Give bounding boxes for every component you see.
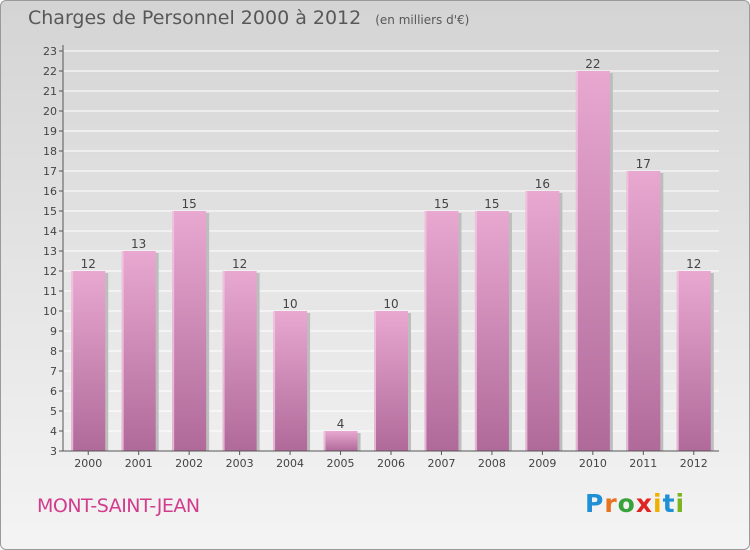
- bar-value-label: 10: [383, 297, 398, 311]
- x-tick-label: 2006: [377, 457, 405, 470]
- bar-value-label: 4: [337, 417, 345, 431]
- y-tick-label: 3: [50, 445, 57, 458]
- chart-unit: (en milliers d'€): [375, 13, 470, 27]
- logo-letter: r: [604, 489, 618, 518]
- bar-highlight: [676, 271, 679, 451]
- bar-highlight: [172, 211, 175, 451]
- y-tick-label: 17: [43, 165, 57, 178]
- bar-value-label: 13: [131, 237, 146, 251]
- y-tick-label: 10: [43, 305, 57, 318]
- logo-letter: x: [635, 489, 653, 518]
- logo-letter: i: [653, 489, 663, 518]
- y-tick-label: 4: [50, 425, 57, 438]
- chart-title-text: Charges de Personnel 2000 à 2012: [28, 7, 362, 29]
- bar-value-label: 10: [282, 297, 297, 311]
- y-tick-label: 20: [43, 105, 57, 118]
- bar-highlight: [474, 211, 477, 451]
- bars-group: 12 13 15 12 10 4 10 15 15 16 22 17 12: [71, 57, 714, 451]
- x-tick-label: 2012: [680, 457, 708, 470]
- x-tick-label: 2003: [226, 457, 254, 470]
- y-tick-label: 8: [50, 345, 57, 358]
- y-tick-label: 14: [43, 225, 57, 238]
- y-tick-label: 6: [50, 385, 57, 398]
- x-tick-label: 2001: [125, 457, 153, 470]
- bar-highlight: [424, 211, 427, 451]
- logo-letter: i: [675, 489, 686, 518]
- logo-letter: t: [662, 489, 676, 518]
- logo-letter: o: [617, 489, 636, 518]
- bar-value-label: 12: [686, 257, 701, 271]
- x-tick-label: 2010: [579, 457, 607, 470]
- bar-highlight: [374, 311, 376, 451]
- x-tick-label: 2005: [327, 457, 355, 470]
- bar-2007: [424, 211, 459, 451]
- x-tick-label: 2011: [629, 457, 657, 470]
- proxiti-logo[interactable]: Proxiti: [585, 489, 685, 518]
- x-tick-label: 2007: [427, 457, 455, 470]
- x-tick-label: 2009: [528, 457, 556, 470]
- bar-2001: [121, 251, 156, 451]
- bar-2006: [374, 311, 408, 451]
- y-tick-label: 15: [43, 205, 57, 218]
- bar-value-label: 22: [585, 57, 600, 71]
- y-tick-label: 11: [43, 285, 57, 298]
- y-tick-label: 18: [43, 145, 57, 158]
- commune-name: MONT-SAINT-JEAN: [37, 495, 200, 517]
- bar-2012: [676, 271, 711, 451]
- y-tick-label: 19: [43, 125, 57, 138]
- bar-2004: [273, 311, 308, 451]
- bar-value-label: 16: [535, 177, 550, 191]
- bar-value-label: 17: [636, 157, 651, 171]
- bar-2008: [474, 211, 509, 451]
- bar-highlight: [121, 251, 124, 451]
- bar-2010: [575, 71, 610, 451]
- y-tick-label: 21: [43, 85, 57, 98]
- bar-highlight: [273, 311, 276, 451]
- bar-2005: [323, 431, 358, 451]
- y-tick-label: 12: [43, 265, 57, 278]
- bar-value-label: 15: [484, 197, 499, 211]
- logo-letter: P: [585, 489, 605, 518]
- bar-highlight: [222, 271, 225, 451]
- y-tick-label: 13: [43, 245, 57, 258]
- bar-highlight: [525, 191, 528, 451]
- y-tick-label: 16: [43, 185, 57, 198]
- y-tick-label: 9: [50, 325, 57, 338]
- y-tick-label: 23: [43, 45, 57, 58]
- bar-highlight: [323, 431, 326, 451]
- axes-group: 3 4 5 6 7 8 9 10 11 12 13 14 15 16 17 18 19 20 21 22 23 2000 2…: [43, 45, 719, 470]
- bar-value-label: 12: [232, 257, 247, 271]
- x-tick-label: 2004: [276, 457, 304, 470]
- bar-2009: [525, 191, 560, 451]
- bar-highlight: [71, 271, 74, 451]
- bar-highlight: [626, 171, 629, 451]
- bar-value-label: 15: [434, 197, 449, 211]
- x-tick-label: 2008: [478, 457, 506, 470]
- x-tick-label: 2000: [74, 457, 102, 470]
- bar-highlight: [575, 71, 578, 451]
- bar-2003: [222, 271, 257, 451]
- y-tick-label: 5: [50, 405, 57, 418]
- bar-2011: [626, 171, 661, 451]
- x-tick-label: 2002: [175, 457, 203, 470]
- bar-value-label: 12: [81, 257, 96, 271]
- bar-2000: [71, 271, 106, 451]
- y-tick-label: 7: [50, 365, 57, 378]
- y-tick-label: 22: [43, 65, 57, 78]
- bar-value-label: 15: [182, 197, 197, 211]
- chart-title: Charges de Personnel 2000 à 2012 (en mill…: [28, 7, 469, 29]
- bar-2002: [172, 211, 207, 451]
